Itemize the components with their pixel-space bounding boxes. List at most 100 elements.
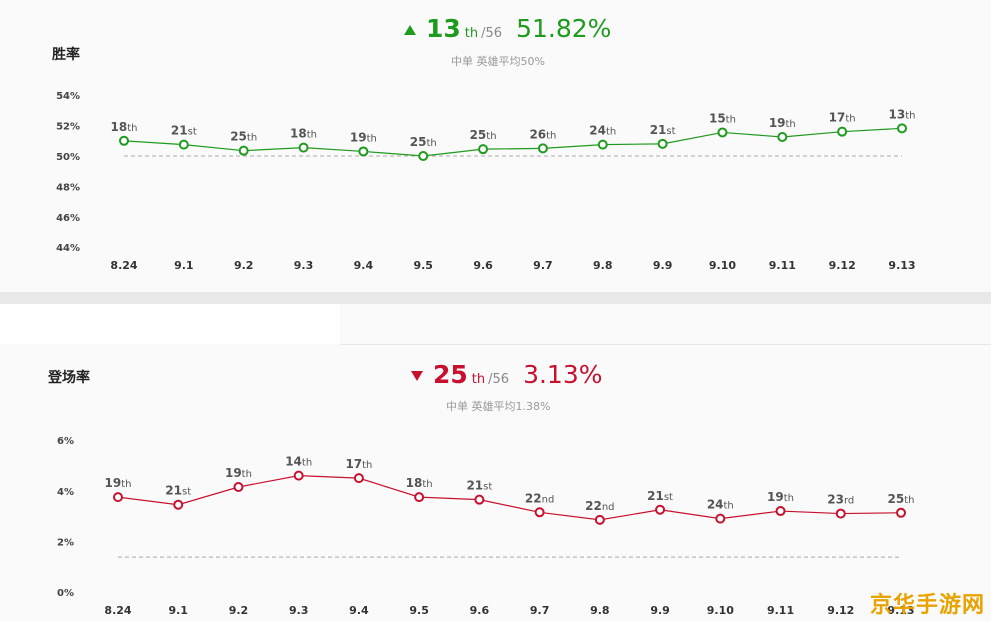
winrate-data-point[interactable] bbox=[178, 139, 189, 150]
panel-divider bbox=[0, 292, 991, 304]
pickrate-xtick-label: 9.5 bbox=[409, 604, 429, 617]
pickrate-rank-label: 21st bbox=[647, 489, 673, 503]
winrate-ytick-label: 50% bbox=[56, 152, 80, 163]
winrate-xtick-label: 9.8 bbox=[593, 259, 613, 272]
winrate-data-point[interactable] bbox=[537, 143, 548, 154]
pickrate-rank-label: 25th bbox=[888, 492, 915, 506]
winrate-average-label: 中单 英雄平均50% bbox=[451, 55, 545, 68]
pickrate-data-point[interactable] bbox=[534, 507, 545, 518]
winrate-rank-label: 26th bbox=[529, 127, 556, 141]
pickrate-xtick-label: 9.4 bbox=[349, 604, 369, 617]
pickrate-data-point[interactable] bbox=[173, 499, 184, 510]
pickrate-xtick-label: 9.13 bbox=[887, 604, 914, 617]
winrate-xtick-label: 9.9 bbox=[653, 259, 673, 272]
pickrate-xtick-label: 9.1 bbox=[168, 604, 188, 617]
winrate-xtick-label: 9.10 bbox=[709, 259, 736, 272]
pickrate-data-point[interactable] bbox=[715, 513, 726, 524]
winrate-title: 胜率 bbox=[52, 47, 80, 63]
pickrate-ytick-label: 0% bbox=[57, 588, 74, 599]
winrate-rank-label: 25th bbox=[470, 128, 497, 142]
pickrate-rank-label: 14th bbox=[285, 455, 312, 469]
watermark-logo: 京华手游网 bbox=[869, 593, 985, 618]
winrate-rank-label: 19th bbox=[769, 116, 796, 130]
winrate-data-point[interactable] bbox=[717, 127, 728, 138]
winrate-series-line bbox=[123, 127, 903, 157]
pickrate-data-point[interactable] bbox=[353, 473, 364, 484]
trend-down-icon bbox=[411, 370, 423, 381]
winrate-rank-label: 18th bbox=[290, 127, 317, 141]
winrate-xtick-label: 9.1 bbox=[174, 259, 194, 272]
pickrate-value: 3.13% bbox=[523, 360, 603, 389]
pickrate-rank-label: 17th bbox=[345, 457, 372, 471]
pickrate-xtick-label: 9.11 bbox=[767, 604, 794, 617]
winrate-rank-label: 25th bbox=[230, 130, 257, 144]
winrate-xtick-label: 9.3 bbox=[294, 259, 314, 272]
winrate-data-point[interactable] bbox=[418, 151, 429, 161]
pickrate-data-point[interactable] bbox=[293, 470, 304, 481]
pickrate-rank-label: 21st bbox=[165, 484, 191, 498]
winrate-data-point[interactable] bbox=[119, 135, 129, 146]
pickrate-rank-label: 18th bbox=[406, 476, 433, 490]
pickrate-xtick-label: 9.8 bbox=[590, 604, 610, 617]
pickrate-xtick-label: 9.9 bbox=[650, 604, 670, 617]
pickrate-data-point[interactable] bbox=[594, 514, 605, 525]
pickrate-title: 登场率 bbox=[48, 370, 90, 386]
pickrate-data-point[interactable] bbox=[414, 492, 425, 503]
pickrate-rank-label: 19th bbox=[105, 476, 132, 490]
pickrate-xtick-label: 9.6 bbox=[470, 604, 490, 617]
pickrate-rank-label: 19th bbox=[767, 490, 794, 504]
winrate-xtick-label: 8.24 bbox=[110, 259, 137, 272]
pickrate-ytick-label: 2% bbox=[57, 537, 74, 548]
pickrate-ytick-label: 4% bbox=[57, 487, 74, 498]
winrate-data-point[interactable] bbox=[897, 123, 907, 134]
pickrate-series-line bbox=[117, 475, 902, 521]
pickrate-xtick-label: 9.3 bbox=[289, 604, 309, 617]
winrate-rank-label: 25th bbox=[410, 135, 437, 149]
pickrate-xtick-label: 8.24 bbox=[104, 604, 131, 617]
pickrate-rank-label: 24th bbox=[707, 498, 734, 512]
pickrate-panel bbox=[0, 304, 991, 621]
winrate-rank-label: 21st bbox=[650, 123, 676, 137]
winrate-rank-label: 24th bbox=[589, 124, 616, 138]
pickrate-data-point[interactable] bbox=[233, 482, 244, 493]
winrate-data-point[interactable] bbox=[837, 126, 848, 137]
winrate-ytick-label: 54% bbox=[56, 91, 80, 102]
winrate-ytick-label: 52% bbox=[56, 122, 80, 133]
pickrate-rank-total: /56 bbox=[488, 372, 510, 387]
pickrate-data-point[interactable] bbox=[474, 494, 485, 505]
winrate-rank-total: /56 bbox=[481, 26, 503, 41]
pickrate-ytick-label: 6% bbox=[57, 436, 74, 447]
winrate-ytick-label: 44% bbox=[56, 243, 80, 254]
pickrate-data-point[interactable] bbox=[835, 508, 846, 519]
winrate-rank-label: 13th bbox=[889, 107, 916, 121]
winrate-rank-suffix: th bbox=[464, 26, 479, 41]
pickrate-data-point[interactable] bbox=[655, 504, 666, 515]
pickrate-tab-line bbox=[340, 344, 991, 345]
winrate-xtick-label: 9.2 bbox=[234, 259, 254, 272]
pickrate-rank: 25 bbox=[433, 360, 468, 389]
winrate-data-point[interactable] bbox=[478, 144, 489, 155]
pickrate-rank-label: 21st bbox=[466, 479, 492, 493]
winrate-rank-label: 21st bbox=[171, 124, 197, 138]
winrate-data-point[interactable] bbox=[777, 132, 788, 142]
pickrate-data-point[interactable] bbox=[113, 492, 123, 503]
winrate-xtick-label: 9.11 bbox=[769, 259, 796, 272]
pickrate-data-point[interactable] bbox=[896, 507, 906, 518]
winrate-data-point[interactable] bbox=[238, 145, 249, 156]
pickrate-xtick-label: 9.12 bbox=[827, 604, 854, 617]
winrate-xtick-label: 9.12 bbox=[829, 259, 856, 272]
pickrate-rank-label: 22nd bbox=[525, 491, 554, 505]
winrate-rank-label: 15th bbox=[709, 111, 736, 125]
winrate-data-point[interactable] bbox=[298, 142, 309, 153]
winrate-xtick-label: 9.4 bbox=[354, 259, 374, 272]
pickrate-data-point[interactable] bbox=[775, 506, 786, 517]
winrate-rank-label: 18th bbox=[111, 120, 138, 134]
pickrate-rank-suffix: th bbox=[471, 372, 486, 387]
winrate-data-point[interactable] bbox=[657, 138, 668, 149]
winrate-data-point[interactable] bbox=[597, 139, 608, 150]
winrate-data-point[interactable] bbox=[358, 146, 369, 157]
winrate-value: 51.82% bbox=[516, 14, 612, 43]
winrate-chart: 44% 46% 48% 50% 52% 54% 8.24 9.1 9.2 9.3 9.4 9.5 9.6… bbox=[56, 91, 916, 272]
